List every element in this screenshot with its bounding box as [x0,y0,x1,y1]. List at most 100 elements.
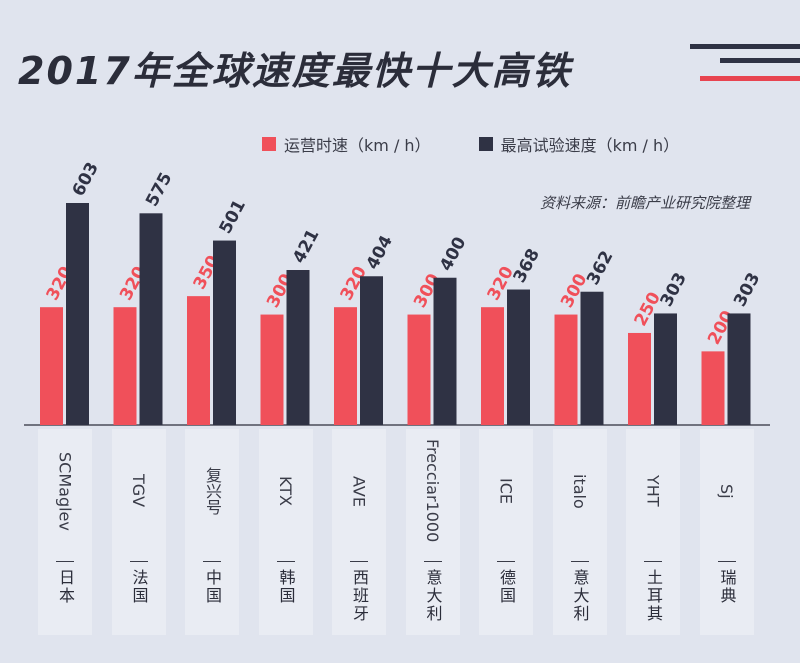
country-name: 中国 [203,569,222,605]
country-name: 法国 [129,569,149,605]
country-name: 瑞典 [717,569,737,605]
legend-swatch-test [478,137,493,151]
category-name: Frecciar1000 [423,439,442,543]
data-label-test-2: 501 [216,197,250,238]
category-name: YHT [643,475,663,507]
country-name-wrap: 西班牙 [332,569,386,623]
data-label-test-0: 603 [69,159,103,200]
data-label-test-8: 303 [657,269,691,310]
bar-operating-2 [187,296,210,425]
bar-test-4 [360,276,383,425]
bar-operating-8 [628,332,651,425]
country-name: 土耳其 [644,569,663,623]
bar-test-3 [286,270,310,425]
category-name: 复兴号 [203,467,222,515]
category-label-5: Frecciar1000 意大利 [405,429,460,635]
bar-test-6 [507,289,530,425]
bar-test-9 [727,313,751,425]
category-label-2: 复兴号 中国 [185,429,239,635]
bar-operating-1 [113,307,137,425]
category-label-0: SCMaglev 日本 [38,429,92,635]
category-name-wrap: italo [553,429,607,553]
category-name: KTX [276,476,295,506]
bar-operating-9 [701,351,725,425]
country-name-wrap: 意大利 [406,569,460,623]
country-name-wrap: 意大利 [553,569,607,623]
category-label-6: ICE 德国 [479,429,533,635]
country-name: 日本 [56,569,75,605]
category-name-wrap: SCMaglev [38,429,92,553]
legend-item-test: 最高试验速度（km / h） [478,132,680,156]
bar-operating-7 [554,314,578,425]
category-name-wrap: Frecciar1000 [406,429,460,553]
bar-operating-0 [40,307,63,425]
category-name: ICE [496,478,516,504]
country-name-wrap: 土耳其 [626,569,680,623]
category-name: AVE [349,475,369,507]
data-label-test-3: 421 [289,226,323,267]
category-label-1: TGV 法国 [111,429,166,635]
category-divider [56,561,74,562]
bar-operating-5 [407,314,431,425]
category-label-4: AVE 西班牙 [332,429,386,635]
category-label-9: Sj 瑞典 [699,429,754,635]
bar-test-7 [580,291,604,425]
country-name: 西班牙 [350,569,369,623]
title-decoration-dark [690,44,800,49]
category-name-wrap: ICE [479,429,533,553]
category-name: Sj [717,483,736,499]
category-name: SCMaglev [55,451,75,531]
country-name: 意大利 [423,569,443,623]
bar-operating-4 [334,307,357,425]
chart-legend: 运营时速（km / h） 最高试验速度（km / h） [262,132,727,156]
bar-test-1 [139,213,163,425]
category-divider [497,561,515,562]
country-name-wrap: 瑞典 [700,569,754,605]
country-name: 意大利 [570,569,590,623]
country-name: 韩国 [276,569,296,605]
title-decoration-dark-2 [720,58,800,63]
category-divider [423,561,442,562]
bar-test-2 [213,240,236,425]
page-title: 2017年全球速度最快十大高铁 [18,49,572,93]
category-divider [717,561,736,562]
country-name-wrap: 中国 [185,569,239,605]
category-label-7: italo 意大利 [552,429,607,635]
category-label-3: KTX 韩国 [258,429,313,635]
category-divider [129,561,148,562]
bar-operating-3 [260,314,284,425]
category-name: italo [570,473,589,509]
category-name-wrap: YHT [626,429,680,553]
category-divider [350,561,368,562]
country-name: 德国 [497,569,516,605]
category-name-wrap: TGV [112,429,166,553]
legend-item-operating: 运营时速（km / h） [262,132,431,156]
country-name-wrap: 德国 [479,569,533,605]
category-name-wrap: 复兴号 [185,429,239,553]
category-name-wrap: AVE [332,429,386,553]
data-label-test-9: 303 [730,269,764,310]
category-name-wrap: Sj [700,429,754,553]
data-label-test-6: 368 [510,245,544,286]
category-divider [276,561,295,562]
bar-operating-6 [481,307,504,425]
legend-label-test: 最高试验速度（km / h） [500,136,680,155]
bar-test-5 [433,277,457,425]
data-label-test-7: 362 [583,248,617,289]
category-name: TGV [129,474,148,508]
country-name-wrap: 韩国 [259,569,313,605]
bar-test-8 [654,313,677,425]
category-label-8: YHT 土耳其 [626,429,680,635]
category-divider [644,561,662,562]
data-label-test-5: 400 [436,234,470,275]
country-name-wrap: 日本 [38,569,92,605]
category-divider [203,561,221,562]
data-label-test-1: 575 [142,169,176,210]
title-decoration-red [700,76,800,81]
source-note: 资料来源：前瞻产业研究院整理 [539,194,750,212]
legend-swatch-operating [262,137,276,151]
category-name-wrap: KTX [259,429,313,553]
legend-label-operating: 运营时速（km / h） [284,136,431,155]
bar-test-0 [66,203,89,425]
